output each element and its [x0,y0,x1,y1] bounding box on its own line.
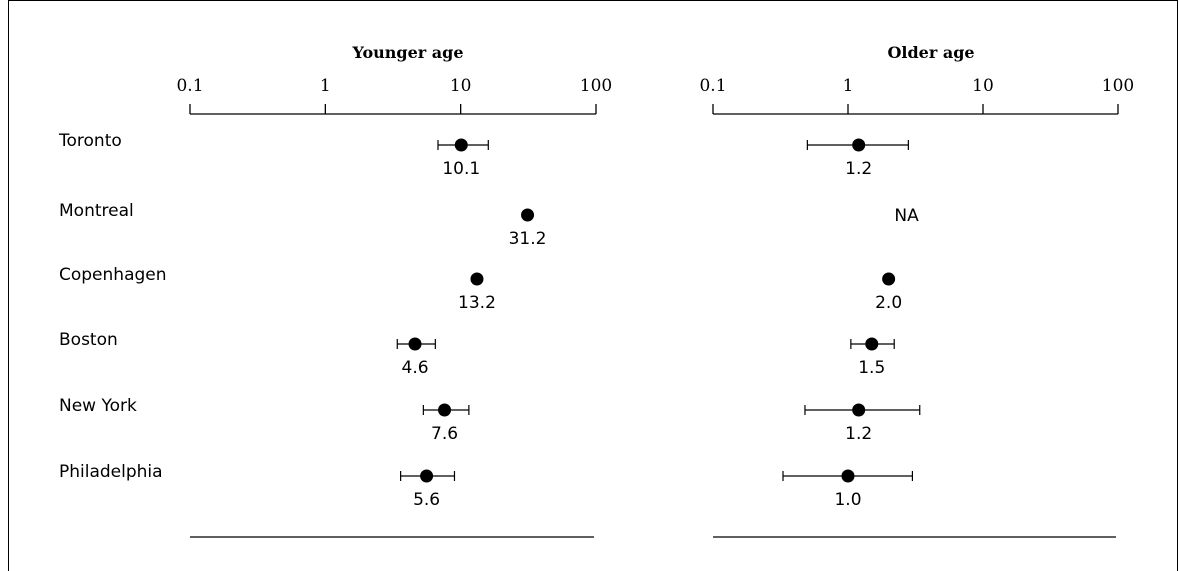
value-label: 1.0 [834,490,861,510]
x-tick-label: 100 [1102,76,1134,96]
x-tick-label: 10 [972,76,994,96]
x-tick-label: 0.1 [699,76,726,96]
estimate-point [865,337,879,351]
estimate-point [521,208,535,222]
value-label: 1.2 [845,424,872,444]
panel-title: Older age [887,43,974,62]
estimate-point [841,469,855,483]
estimate-point [882,272,896,286]
estimate-point [438,403,452,417]
estimate-point [852,403,866,417]
x-tick-label: 1 [320,76,331,96]
row-label-montreal: Montreal [59,201,134,221]
value-label: 1.5 [858,358,885,378]
x-tick-label: 10 [450,76,472,96]
row-label-boston: Boston [59,330,118,350]
figure-frame [8,0,1178,571]
x-tick-label: 0.1 [176,76,203,96]
value-label: 31.2 [509,229,547,249]
value-label: 7.6 [431,424,458,444]
estimate-point [408,337,422,351]
value-label: 2.0 [875,293,902,313]
estimate-point [852,138,866,152]
estimate-point [420,469,434,483]
row-label-copenhagen: Copenhagen [59,265,167,285]
estimate-point [454,138,468,152]
x-tick-label: 100 [580,76,612,96]
estimate-point [470,272,484,286]
value-label: 5.6 [413,490,440,510]
row-label-philadelphia: Philadelphia [59,462,163,482]
value-label: 1.2 [845,159,872,179]
value-label: 4.6 [402,358,429,378]
value-label: NA [894,206,919,226]
row-label-new-york: New York [59,396,137,416]
x-tick-label: 1 [843,76,854,96]
row-label-toronto: Toronto [58,131,122,151]
value-label: 13.2 [458,293,496,313]
panel-title: Younger age [351,43,463,62]
value-label: 10.1 [442,159,480,179]
